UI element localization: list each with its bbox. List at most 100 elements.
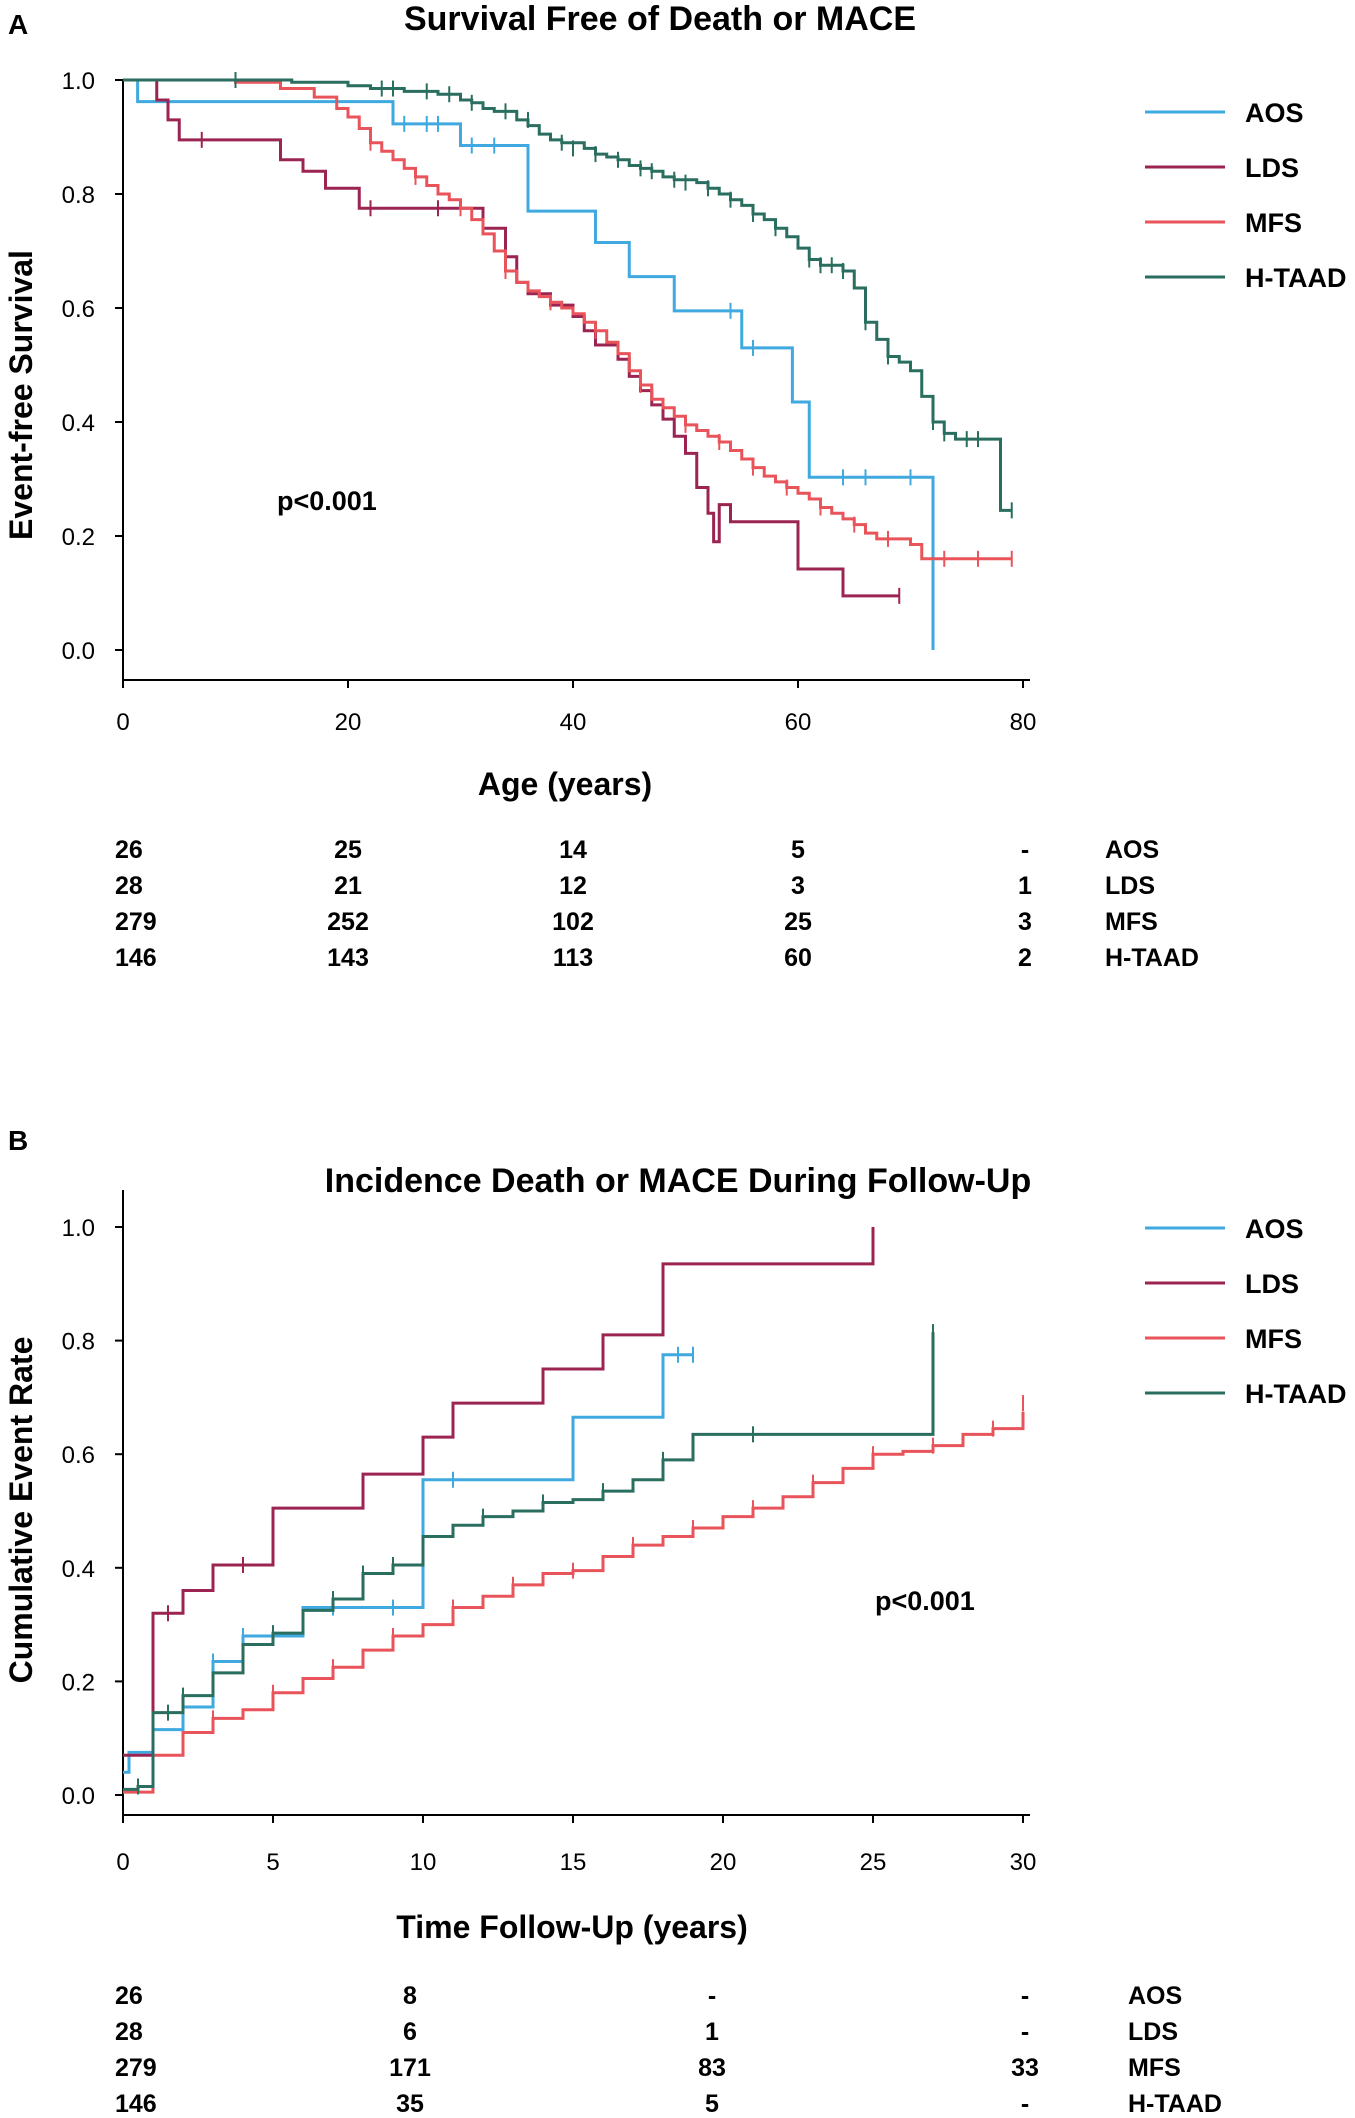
legend-label-h-taad: H-TAAD	[1245, 263, 1346, 293]
risk-count: 14	[559, 836, 587, 864]
panel-b-curves	[123, 1227, 1025, 1795]
series-line-mfs	[123, 78, 1012, 561]
risk-row-label: MFS	[1128, 2054, 1181, 2082]
y-tick-label: 0.8	[62, 182, 95, 209]
x-tick-label: 60	[785, 709, 812, 736]
risk-count: 28	[115, 2018, 143, 2046]
risk-count: 3	[1018, 908, 1032, 936]
panel-a-y-axis-label: Event-free Survival	[3, 250, 39, 540]
y-tick-label: 0.4	[62, 410, 95, 437]
panel-b: B Incidence Death or MACE During Follow-…	[3, 1125, 1346, 2118]
panel-b-legend: AOS LDS MFS H-TAAD	[1145, 1214, 1346, 1409]
y-tick-label: 0.6	[62, 296, 95, 323]
x-tick-label: 40	[560, 709, 587, 736]
risk-count: 5	[705, 2090, 719, 2118]
risk-row-label: AOS	[1105, 836, 1159, 864]
panel-b-x-ticks: 0 5 10 15 20 25 30	[116, 1815, 1036, 1876]
y-tick-label: 0.0	[62, 638, 95, 665]
panel-b-title: Incidence Death or MACE During Follow-Up	[325, 1162, 1031, 1200]
legend-label-aos: AOS	[1245, 1214, 1304, 1244]
panel-a-risk-table: 26 25 14 5 - AOS 28 21 12 3 1 LDS 279 252 102 25 3 MFS 146…	[115, 836, 1199, 972]
series-line-lds	[123, 1227, 875, 1757]
y-tick-label: 0.2	[62, 524, 95, 551]
risk-count: 279	[115, 908, 157, 936]
y-tick-label: 1.0	[62, 68, 95, 95]
risk-count: 2	[1018, 944, 1032, 972]
risk-count: 25	[784, 908, 812, 936]
risk-count: 26	[115, 1982, 143, 2010]
risk-count: 1	[705, 2018, 719, 2046]
panel-b-x-axis-label: Time Follow-Up (years)	[396, 1909, 747, 1945]
risk-count: 279	[115, 2054, 157, 2082]
panel-a-curves	[123, 72, 1013, 650]
risk-count: -	[708, 1982, 716, 2010]
risk-count: -	[1021, 2090, 1029, 2118]
risk-row-label: H-TAAD	[1128, 2090, 1222, 2118]
x-tick-label: 80	[1010, 709, 1037, 736]
risk-count: 252	[327, 908, 369, 936]
risk-count: 83	[698, 2054, 726, 2082]
risk-count: 21	[334, 872, 362, 900]
x-tick-label: 0	[116, 1849, 129, 1876]
risk-count: 3	[791, 872, 805, 900]
panel-a-x-ticks: 0 20 40 60 80	[116, 680, 1036, 736]
risk-count: 60	[784, 944, 812, 972]
x-tick-label: 25	[860, 1849, 887, 1876]
risk-count: 102	[552, 908, 594, 936]
risk-count: 28	[115, 872, 143, 900]
x-tick-label: 20	[710, 1849, 737, 1876]
x-tick-label: 0	[116, 709, 129, 736]
risk-row-label: AOS	[1128, 1982, 1182, 2010]
panel-a-letter: A	[8, 9, 28, 40]
x-tick-label: 20	[335, 709, 362, 736]
risk-count: 171	[389, 2054, 431, 2082]
risk-count: 143	[327, 944, 369, 972]
x-tick-label: 10	[410, 1849, 437, 1876]
risk-count: 6	[403, 2018, 417, 2046]
risk-row-label: LDS	[1105, 872, 1155, 900]
risk-count: -	[1021, 836, 1029, 864]
risk-count: 25	[334, 836, 362, 864]
panel-b-risk-table: 26 8 - - AOS 28 6 1 - LDS 279 171 83 33 MFS 146 35 5 - H-TA…	[115, 1982, 1222, 2118]
legend-label-aos: AOS	[1245, 98, 1304, 128]
panel-b-p-value: p<0.001	[875, 1586, 975, 1616]
risk-count: 146	[115, 2090, 157, 2118]
y-tick-label: 0.8	[62, 1329, 95, 1356]
x-tick-label: 15	[560, 1849, 587, 1876]
legend-label-h-taad: H-TAAD	[1245, 1379, 1346, 1409]
risk-count: 35	[396, 2090, 424, 2118]
panel-a-legend: AOS LDS MFS H-TAAD	[1145, 98, 1346, 293]
series-line-h-taad	[123, 1332, 935, 1791]
legend-label-lds: LDS	[1245, 1269, 1299, 1299]
panel-a-x-axis-label: Age (years)	[478, 766, 652, 802]
risk-count: 146	[115, 944, 157, 972]
legend-label-mfs: MFS	[1245, 1324, 1302, 1354]
series-line-lds	[123, 78, 900, 598]
panel-a-p-value: p<0.001	[277, 486, 377, 516]
risk-row-label: MFS	[1105, 908, 1158, 936]
panel-b-letter: B	[8, 1125, 28, 1156]
y-tick-label: 0.4	[62, 1556, 95, 1583]
risk-count: 113	[553, 944, 593, 972]
panel-a-y-ticks: 0.0 0.2 0.4 0.6 0.8 1.0	[62, 68, 123, 665]
series-line-aos	[123, 78, 935, 650]
risk-count: -	[1021, 2018, 1029, 2046]
panel-b-y-ticks: 0.0 0.2 0.4 0.6 0.8 1.0	[62, 1215, 123, 1810]
risk-count: -	[1021, 1982, 1029, 2010]
risk-count: 33	[1011, 2054, 1039, 2082]
risk-count: 1	[1018, 872, 1032, 900]
y-tick-label: 1.0	[62, 1215, 95, 1242]
risk-count: 5	[791, 836, 805, 864]
risk-count: 8	[403, 1982, 417, 2010]
x-tick-label: 30	[1010, 1849, 1037, 1876]
y-tick-label: 0.6	[62, 1442, 95, 1469]
x-tick-label: 5	[266, 1849, 279, 1876]
risk-row-label: LDS	[1128, 2018, 1178, 2046]
panel-a: A Survival Free of Death or MACE Age (ye…	[3, 0, 1346, 972]
risk-row-label: H-TAAD	[1105, 944, 1199, 972]
y-tick-label: 0.2	[62, 1669, 95, 1696]
risk-count: 26	[115, 836, 143, 864]
y-tick-label: 0.0	[62, 1783, 95, 1810]
risk-count: 12	[559, 872, 587, 900]
